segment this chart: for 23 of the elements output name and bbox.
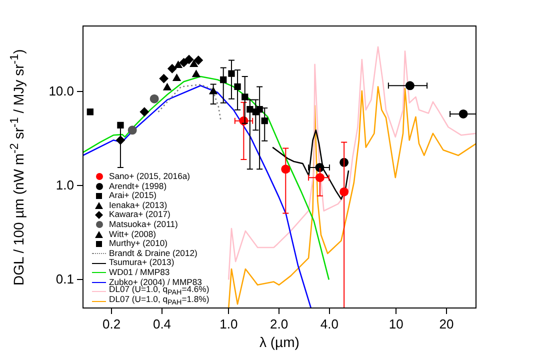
x-tick-label: 4.0 [320, 316, 338, 332]
legend-label: WD01 / MMP83 [109, 266, 170, 278]
legend-label: Kawara+ (2017) [109, 209, 170, 220]
legend-label: Witt+ (2008) [109, 228, 156, 239]
legend-label: Arai+ (2015) [109, 190, 157, 201]
legend-label: DL07 (U=1.0, q$_{PAH}$=1.8%) [109, 294, 210, 308]
x-tick-label: 0.4 [152, 316, 172, 332]
x-tick-label: 10 [388, 316, 404, 332]
x-axis-title: λ (µm) [260, 334, 300, 350]
y-tick-label: 0.1 [56, 271, 74, 286]
legend-label: Murthy+ (2010) [109, 238, 168, 249]
legend-label: Tsumura+ (2013) [109, 257, 174, 268]
legend-label: Matsuoka+ (2011) [109, 218, 178, 230]
x-tick-label: 1.0 [220, 316, 238, 332]
x-tick-label: 2.0 [270, 316, 288, 332]
legend-label: Sano+ (2015, 2016a) [109, 171, 190, 182]
x-tick-label: 0.2 [102, 316, 121, 332]
y-tick-label: 1.0 [56, 177, 74, 192]
legend-label: Arendt+ (1998) [109, 180, 167, 191]
legend-label: Brandt & Draine (2012) [109, 248, 198, 258]
x-tick-label: 20 [439, 316, 454, 332]
legend-label: Ienaka+ (2013) [109, 200, 168, 210]
y-tick-label: 10.0 [48, 83, 74, 98]
